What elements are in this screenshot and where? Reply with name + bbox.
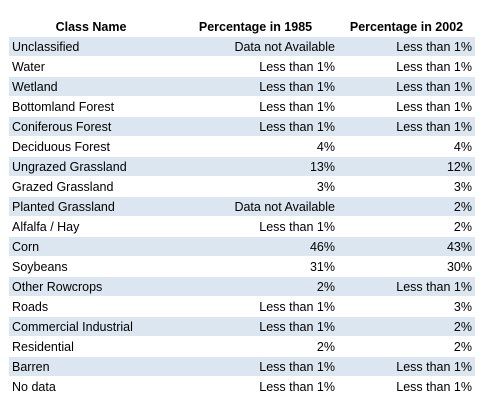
percentage-2002-cell: 3% [338, 176, 475, 197]
class-name-cell: Water [9, 56, 173, 77]
class-name-cell: Coniferous Forest [9, 116, 173, 137]
class-name-cell: Bottomland Forest [9, 96, 173, 117]
percentage-1985-cell: Less than 1% [173, 296, 338, 317]
table-row: Residential 2% 2% [9, 336, 475, 357]
percentage-2002-cell: 43% [338, 236, 475, 257]
percentage-1985-cell: Less than 1% [173, 96, 338, 117]
class-name-cell: Roads [9, 296, 173, 317]
table-row: Grazed Grassland 3% 3% [9, 176, 475, 197]
percentage-1985-cell: 2% [173, 336, 338, 357]
percentage-2002-cell: Less than 1% [338, 96, 475, 117]
class-name-cell: Ungrazed Grassland [9, 156, 173, 177]
class-name-cell: Residential [9, 336, 173, 357]
percentage-1985-cell: Data not Available [173, 196, 338, 217]
percentage-1985-cell: 4% [173, 136, 338, 157]
percentage-2002-cell: 30% [338, 256, 475, 277]
class-name-cell: No data [9, 376, 173, 396]
class-name-cell: Unclassified [9, 36, 173, 57]
table-row: Deciduous Forest 4% 4% [9, 136, 475, 157]
percentage-1985-cell: Less than 1% [173, 56, 338, 77]
percentage-2002-cell: 2% [338, 196, 475, 217]
class-name-cell: Soybeans [9, 256, 173, 277]
percentage-2002-cell: Less than 1% [338, 36, 475, 57]
table-row: Corn 46% 43% [9, 236, 475, 257]
table-row: Alfalfa / Hay Less than 1% 2% [9, 216, 475, 237]
land-cover-table-container: Class Name Percentage in 1985 Percentage… [9, 17, 475, 396]
percentage-2002-cell: Less than 1% [338, 56, 475, 77]
percentage-1985-cell: Less than 1% [173, 76, 338, 97]
percentage-1985-cell: Less than 1% [173, 316, 338, 337]
table-row: Barren Less than 1% Less than 1% [9, 356, 475, 377]
percentage-1985-cell: Data not Available [173, 36, 338, 57]
percentage-1985-cell: Less than 1% [173, 116, 338, 137]
table-row: Planted Grassland Data not Available 2% [9, 196, 475, 217]
class-name-cell: Commercial Industrial [9, 316, 173, 337]
percentage-1985-cell: 3% [173, 176, 338, 197]
percentage-1985-cell: 46% [173, 236, 338, 257]
table-row: Soybeans 31% 30% [9, 256, 475, 277]
header-percentage-2002: Percentage in 2002 [338, 17, 475, 37]
percentage-2002-cell: Less than 1% [338, 376, 475, 396]
class-name-cell: Corn [9, 236, 173, 257]
percentage-1985-cell: 2% [173, 276, 338, 297]
table-row: Unclassified Data not Available Less than … [9, 36, 475, 57]
table-row: Ungrazed Grassland 13% 12% [9, 156, 475, 177]
percentage-2002-cell: 2% [338, 336, 475, 357]
table-row: No data Less than 1% Less than 1% [9, 376, 475, 396]
percentage-2002-cell: 3% [338, 296, 475, 317]
percentage-2002-cell: 2% [338, 216, 475, 237]
percentage-2002-cell: 2% [338, 316, 475, 337]
percentage-2002-cell: Less than 1% [338, 356, 475, 377]
land-cover-table: Class Name Percentage in 1985 Percentage… [9, 17, 475, 396]
percentage-1985-cell: Less than 1% [173, 216, 338, 237]
table-row: Bottomland Forest Less than 1% Less than 1… [9, 96, 475, 117]
class-name-cell: Wetland [9, 76, 173, 97]
table-row: Water Less than 1% Less than 1% [9, 56, 475, 77]
percentage-2002-cell: Less than 1% [338, 276, 475, 297]
table-row: Roads Less than 1% 3% [9, 296, 475, 317]
table-body: Unclassified Data not Available Less than … [9, 36, 475, 396]
class-name-cell: Other Rowcrops [9, 276, 173, 297]
class-name-cell: Planted Grassland [9, 196, 173, 217]
class-name-cell: Barren [9, 356, 173, 377]
header-class-name: Class Name [9, 17, 173, 37]
table-row: Other Rowcrops 2% Less than 1% [9, 276, 475, 297]
header-percentage-1985: Percentage in 1985 [173, 17, 338, 37]
class-name-cell: Grazed Grassland [9, 176, 173, 197]
percentage-1985-cell: 31% [173, 256, 338, 277]
percentage-2002-cell: Less than 1% [338, 76, 475, 97]
percentage-1985-cell: 13% [173, 156, 338, 177]
percentage-1985-cell: Less than 1% [173, 376, 338, 396]
table-row: Wetland Less than 1% Less than 1% [9, 76, 475, 97]
table-row: Coniferous Forest Less than 1% Less than 1… [9, 116, 475, 137]
class-name-cell: Alfalfa / Hay [9, 216, 173, 237]
percentage-2002-cell: Less than 1% [338, 116, 475, 137]
percentage-2002-cell: 12% [338, 156, 475, 177]
percentage-1985-cell: Less than 1% [173, 356, 338, 377]
class-name-cell: Deciduous Forest [9, 136, 173, 157]
percentage-2002-cell: 4% [338, 136, 475, 157]
table-row: Commercial Industrial Less than 1% 2% [9, 316, 475, 337]
table-header-row: Class Name Percentage in 1985 Percentage… [9, 17, 475, 37]
